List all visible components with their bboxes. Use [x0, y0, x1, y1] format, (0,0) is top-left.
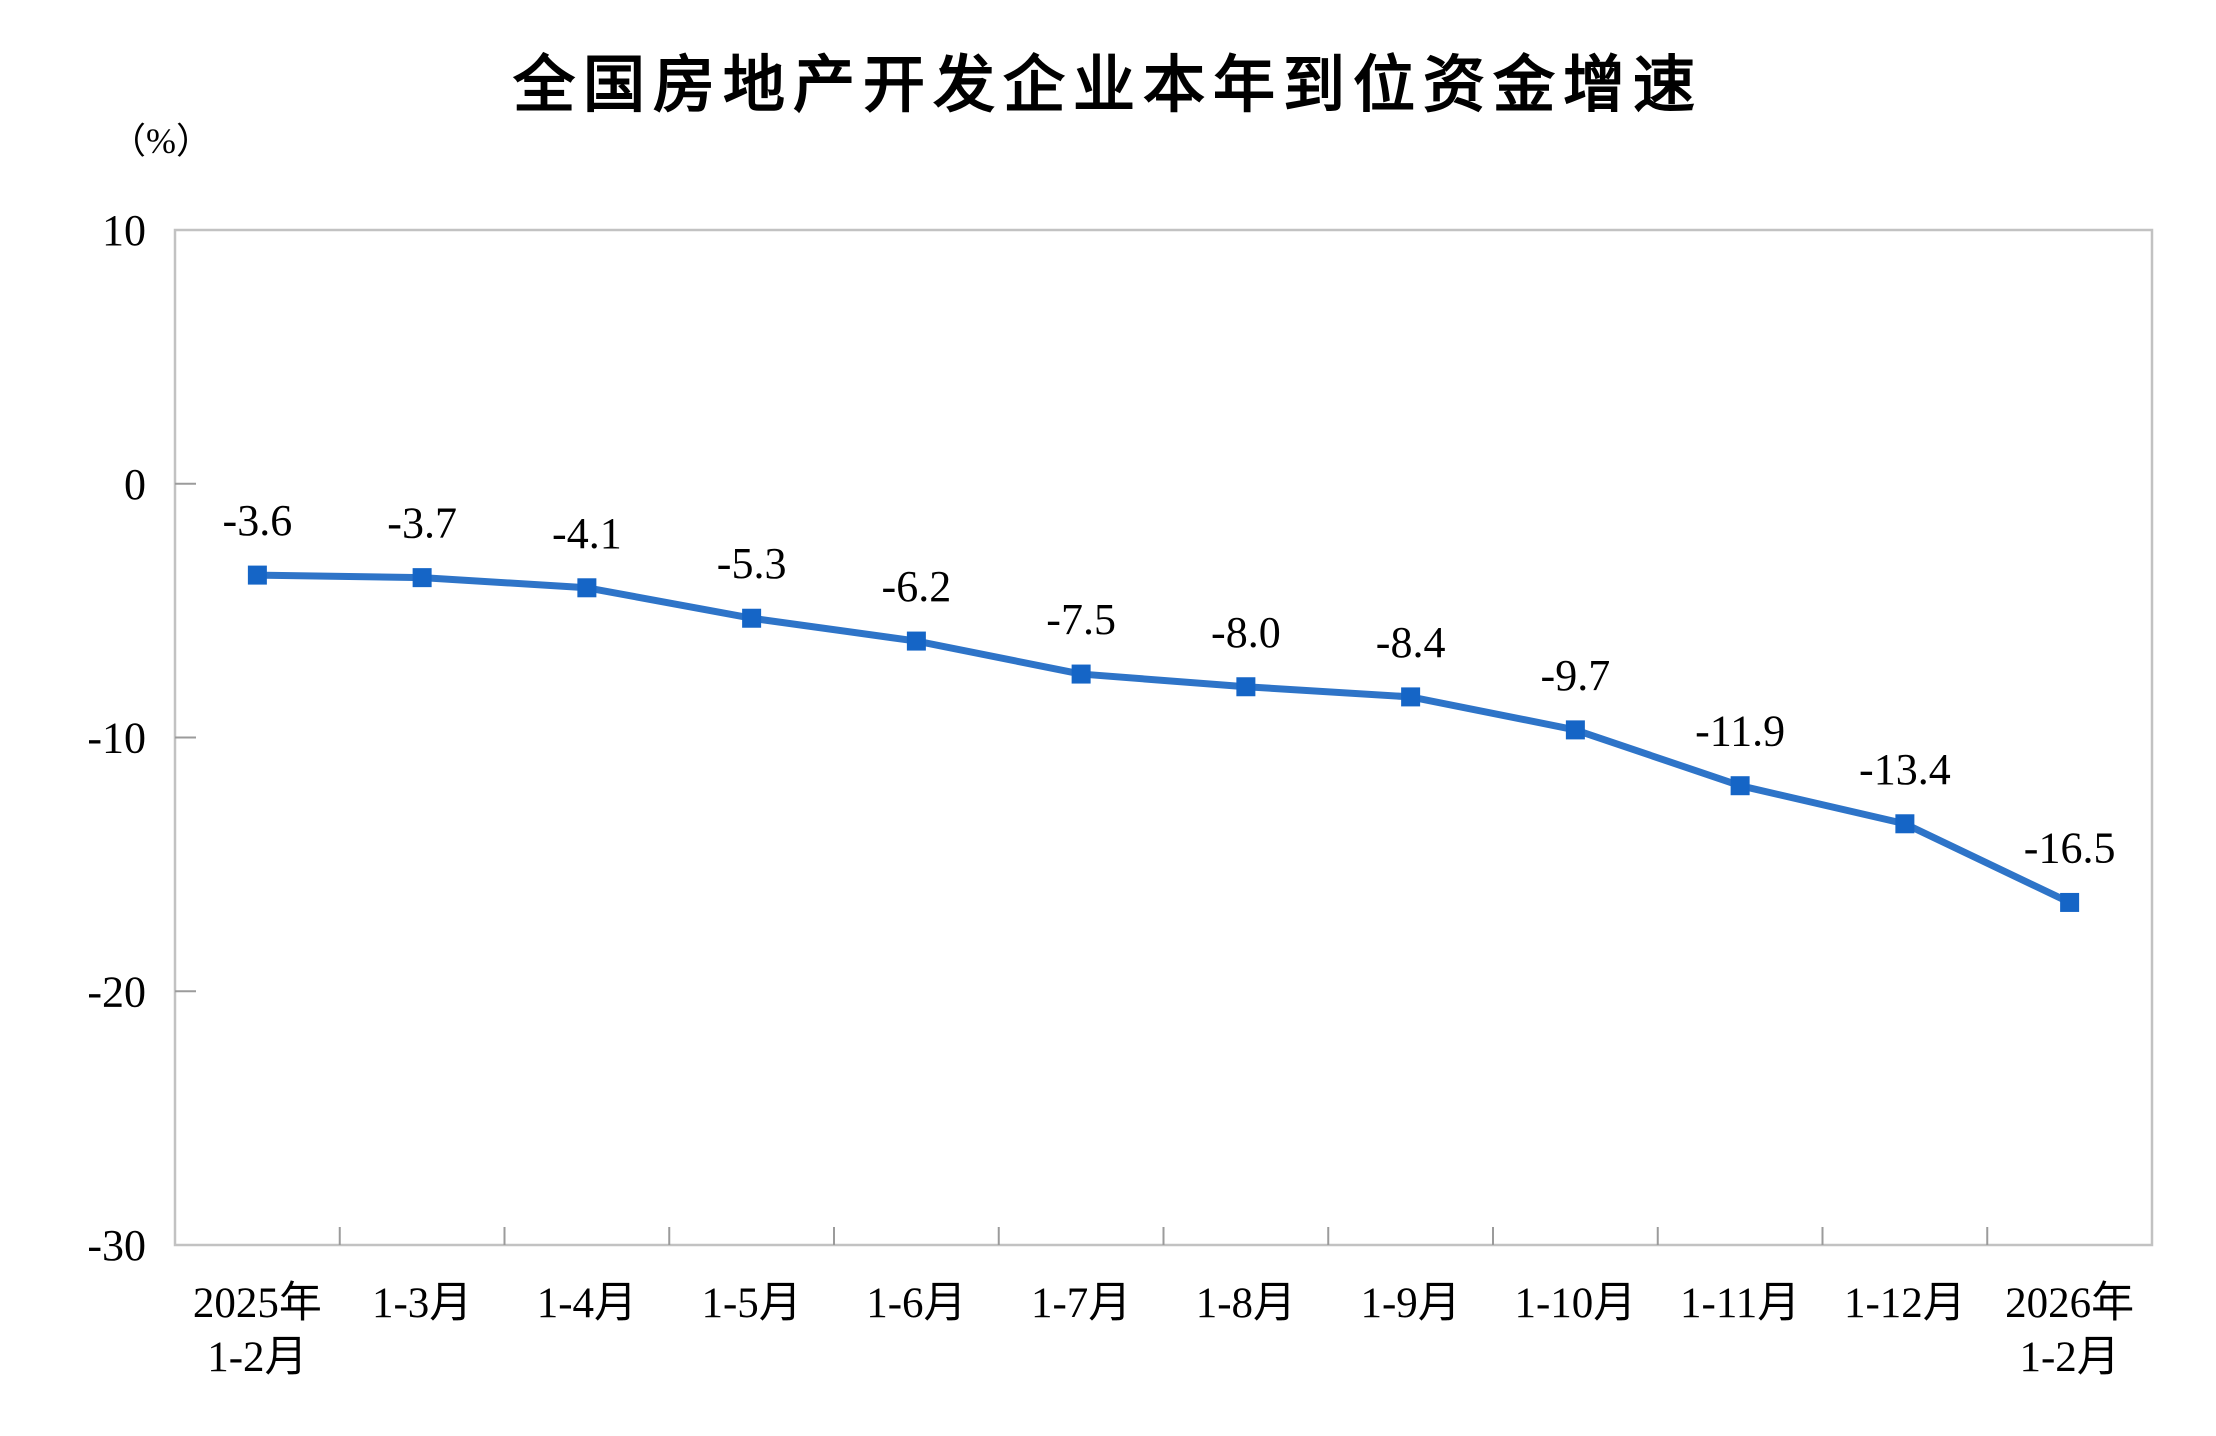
data-point-label: -5.3: [717, 539, 787, 588]
y-axis-tick-label: 0: [124, 460, 146, 509]
x-axis-category-label: 2026年 1-2月: [2005, 1280, 2134, 1381]
data-point-marker: [2060, 892, 2080, 912]
x-axis-category-label: 1-11月: [1680, 1280, 1800, 1327]
data-point-label: -4.1: [552, 509, 622, 558]
x-axis-category-label: 1-8月: [1196, 1280, 1296, 1327]
x-axis-category-label: 1-5月: [701, 1280, 801, 1327]
data-point-marker: [247, 565, 267, 585]
data-point-marker: [742, 608, 762, 628]
data-point-marker: [577, 578, 597, 598]
x-axis-category-label: 1-4月: [537, 1280, 637, 1327]
data-point-marker: [1236, 677, 1256, 697]
data-point-marker: [1895, 814, 1915, 834]
data-point-label: -7.5: [1046, 595, 1116, 644]
data-point-label: -3.7: [387, 499, 457, 548]
data-point-label: -11.9: [1695, 707, 1785, 756]
x-axis-category-label: 1-10月: [1514, 1280, 1636, 1327]
data-line: [253, 571, 2074, 906]
chart-title: 全国房地产开发企业本年到位资金增速: [512, 51, 1703, 120]
x-axis-category-label: 1-7月: [1031, 1280, 1131, 1327]
y-axis-unit-label: （%）: [110, 121, 212, 161]
data-point-label: -6.2: [882, 562, 952, 611]
y-axis-tick-label: -30: [87, 1221, 146, 1270]
y-axis-tick-label: 10: [102, 206, 146, 255]
data-point-marker: [412, 568, 432, 588]
plot-border: [173, 228, 2154, 1247]
data-point-label: -8.0: [1211, 608, 1281, 657]
x-axis-category-label: 1-6月: [866, 1280, 966, 1327]
y-axis-tick-label: -20: [87, 967, 146, 1016]
data-point-label: -3.6: [223, 496, 293, 545]
data-point-marker: [906, 631, 926, 651]
data-point-label: -16.5: [2024, 823, 2116, 872]
data-point-label: -8.4: [1376, 618, 1446, 667]
data-point-marker: [1071, 664, 1091, 684]
data-point-label: -13.4: [1859, 745, 1951, 794]
x-axis-category-label: 1-3月: [372, 1280, 472, 1327]
x-axis-category-label: 1-9月: [1360, 1280, 1460, 1327]
data-point-marker: [1565, 720, 1585, 740]
data-point-marker: [1730, 776, 1750, 796]
data-point-marker: [1401, 687, 1421, 707]
x-axis-category-label: 2025年 1-2月: [193, 1280, 322, 1381]
data-point-label: -9.7: [1541, 651, 1611, 700]
x-axis-category-label: 1-12月: [1844, 1280, 1966, 1327]
y-axis-tick-label: -10: [87, 714, 146, 763]
